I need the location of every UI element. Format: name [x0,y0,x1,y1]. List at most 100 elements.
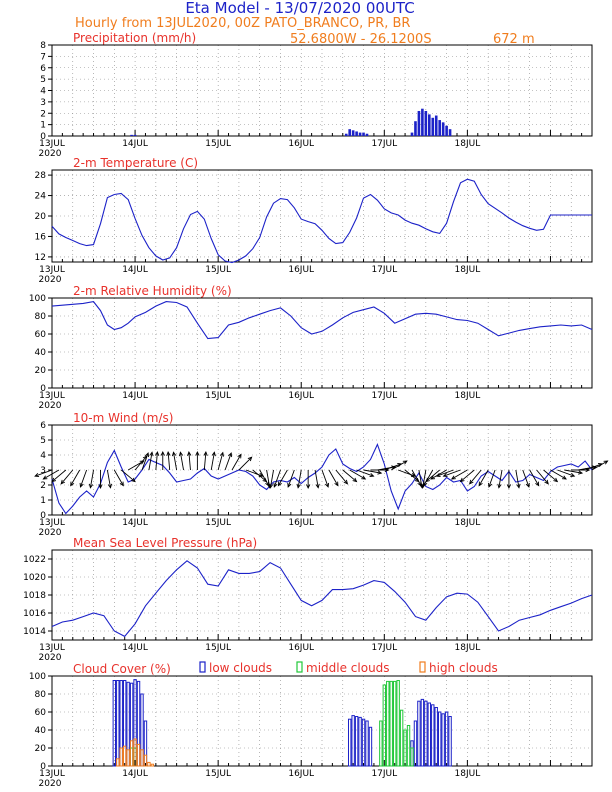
wind-arrow [252,469,267,482]
cloud-bar-high-clouds [129,740,134,767]
wind-arrow [188,452,191,471]
wind-arrow [391,460,408,471]
cloud-bar-middle-clouds [410,747,414,767]
wind-arrow-head [459,477,465,483]
cloud-bar-low-clouds [116,680,120,767]
cloud-bar-low-clouds [368,726,373,767]
precip-bar [358,132,362,136]
wind-arrow-head [570,472,576,478]
cloud-bar-low-clouds [354,716,359,767]
cloud-bar-middle-clouds [403,729,407,767]
wind-arrow-head [79,482,84,488]
wind-arrow-head [98,484,103,490]
chart-title: Eta Model - 13/07/2020 00UTC [185,0,414,17]
x-tick-label: 18JUL [455,391,481,401]
y-tick-label: 28 [35,171,47,181]
cloud-bar-high-clouds [119,747,123,767]
wind-arrow-head [268,483,274,489]
wind-arrow [423,469,434,486]
wind-arrow [106,469,111,488]
wind-arrow-head [525,482,530,488]
wind-arrow [543,469,558,482]
wind-arrow-head [352,477,358,483]
wind-arrow-head [315,483,320,489]
x-year-label: 2020 [39,528,62,538]
y-tick-label: 6 [40,421,46,431]
wind-arrow-head [306,484,311,490]
wind-arrow [591,460,608,471]
x-tick-label: 15JUL [205,769,231,779]
wind-arrow [210,452,215,471]
y-tick-label: 80 [35,690,47,700]
y-tick-label: 60 [35,330,47,340]
precip-bar [434,115,438,136]
wind-arrow [245,469,263,477]
cloud-bar-high-clouds [133,738,137,767]
wind-arrow-head [178,451,184,457]
wind-arrow-head [119,481,124,487]
wind-arrow [51,469,67,482]
panel-2: 0 20 40 60 80 100 13JUL 14JUL 15JUL 16JUL 17JUL 18J… [29,284,593,411]
panel-4: 1014 1016 1018 1020 1022 13JUL 14JUL 15JUL 16JUL… [23,536,593,663]
x-tick-label: 17JUL [371,643,397,653]
y-tick-label: 8 [40,41,46,51]
wind-arrow-head [70,481,75,487]
cloud-bar-low-clouds [361,718,366,767]
x-tick-label: 13JUL [39,518,65,528]
wind-arrow [349,469,366,480]
cloud-bar-middle-clouds [406,725,411,767]
y-tick-label: 100 [29,294,46,304]
x-tick-label: 16JUL [288,643,314,653]
y-tick-label: 2 [40,481,46,491]
wind-arrow [515,469,520,488]
x-tick-label: 15JUL [205,643,231,653]
wind-arrow [397,469,416,477]
precip-bar [348,129,351,136]
wind-arrow [60,469,74,485]
wind-arrow-head [195,450,200,456]
x-tick-label: 18JUL [455,139,481,149]
cloud-bar-low-clouds [347,718,352,767]
panel-title: Cloud Cover (%) [73,662,171,676]
cloud-bar-middle-clouds [396,680,400,767]
wind-arrow [411,469,422,486]
precip-bar [445,125,448,136]
wind-arrow [443,469,461,477]
wind-arrow [356,469,374,477]
wind-arrow-head [468,479,474,485]
wind-arrow-head [506,484,512,490]
x-year-label: 2020 [39,779,62,789]
y-tick-label: 80 [35,312,47,322]
precip-bar [362,132,365,136]
cloud-bar-high-clouds [143,754,148,767]
cloud-bar-middle-clouds [392,680,397,767]
wind-arrow-head [160,450,165,456]
precip-bar [355,131,358,136]
x-tick-label: 18JUL [455,265,481,275]
precip-bar [133,134,137,136]
cloud-bar-low-clouds [448,716,452,767]
chart-subtitle: Hourly from 13JUL2020, 00Z PATO_BRANCO, … [75,16,410,31]
wind-arrow [120,469,136,482]
x-tick-label: 16JUL [288,139,314,149]
x-tick-label: 13JUL [39,769,65,779]
cloud-bar-low-clouds [444,711,449,767]
station-coordinates: 52.6800W - 26.1200S [290,32,432,47]
wind-arrow [404,469,420,482]
legend-swatch [199,661,206,673]
wind-arrow [335,469,348,485]
wind-arrow [155,452,158,471]
x-tick-label: 18JUL [455,643,481,653]
cloud-bar-high-clouds [126,749,130,767]
cloud-bar-low-clouds [427,702,432,767]
wind-arrow-head [88,483,94,489]
precip-bar [365,133,369,136]
wind-arrow-head [430,475,436,480]
station-altitude: 672 m [493,32,535,47]
precip-bar [438,120,441,136]
panel-title: 2-m Relative Humidity (%) [73,284,232,298]
cloud-bar-middle-clouds [379,720,383,767]
y-tick-label: 3 [40,98,46,108]
